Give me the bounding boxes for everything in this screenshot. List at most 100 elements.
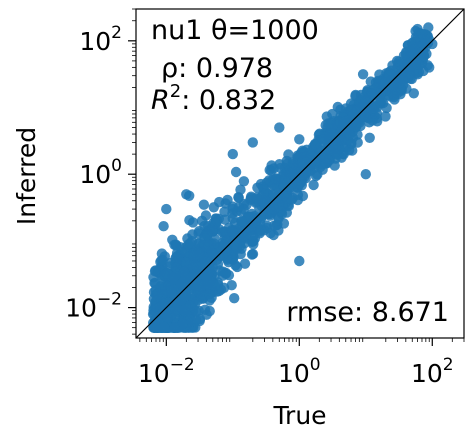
- tick-base: 10: [79, 27, 111, 56]
- r2-value: : 0.832: [181, 85, 276, 116]
- tick-exponent: 0: [310, 355, 321, 375]
- scatter-point: [273, 225, 284, 236]
- scatter-point: [202, 229, 213, 241]
- scatter-point: [274, 122, 285, 133]
- scatter-point: [219, 214, 231, 225]
- scatter-point: [296, 148, 307, 159]
- x-tick-label: 100: [278, 355, 321, 388]
- scatter-point: [408, 88, 419, 99]
- tick-base: 10: [65, 294, 97, 323]
- scatter-point: [277, 200, 288, 211]
- y-tick-label: 102: [79, 23, 122, 56]
- scatter-point: [180, 272, 191, 284]
- scatter-point: [224, 236, 236, 247]
- scatter-point: [352, 137, 363, 148]
- scatter-point: [280, 170, 292, 181]
- scatter-point: [360, 169, 371, 180]
- scatter-point: [192, 262, 203, 273]
- scatter-point: [170, 304, 182, 315]
- scatter-point: [304, 147, 315, 159]
- y-tick-label: 100: [79, 156, 122, 189]
- scatter-point: [152, 288, 164, 299]
- scatter-point: [194, 315, 205, 327]
- scatter-point: [194, 249, 205, 261]
- scatter-point: [296, 165, 307, 176]
- scatter-point: [252, 182, 263, 193]
- scatter-point: [416, 28, 428, 39]
- scatter-point: [200, 210, 212, 221]
- scatter-point: [245, 192, 257, 204]
- x-tick-label: 102: [411, 355, 454, 388]
- scatter-point: [208, 238, 220, 249]
- scatter-point: [217, 250, 228, 261]
- scatter-point: [247, 137, 258, 148]
- scatter-point: [374, 69, 385, 80]
- scatter-point: [219, 206, 230, 217]
- tick-exponent: 0: [111, 156, 122, 176]
- scatter-point: [323, 118, 334, 129]
- scatter-point: [187, 217, 199, 228]
- scatter-point: [227, 148, 238, 160]
- scatter-point: [287, 157, 298, 168]
- scatter-point: [207, 248, 218, 259]
- rho-annotation: ρ: 0.978: [161, 53, 273, 84]
- scatter-point: [313, 129, 325, 140]
- plot-frame: [135, 8, 465, 339]
- scatter-point: [360, 111, 371, 123]
- scatter-point: [380, 111, 391, 122]
- scatter-point: [156, 255, 167, 266]
- r2-annotation: R2: 0.832: [151, 81, 276, 116]
- scatter-point: [169, 322, 180, 333]
- scatter-point: [343, 145, 355, 156]
- scatter-point: [346, 105, 357, 116]
- scatter-point: [423, 22, 434, 33]
- scatter-point: [366, 88, 377, 99]
- scatter-point: [177, 318, 188, 330]
- scatter-point: [158, 321, 170, 333]
- scatter-point: [161, 203, 172, 215]
- scatter-point: [184, 238, 196, 249]
- tick-base: 10: [79, 160, 111, 189]
- scatter-point: [176, 291, 188, 302]
- scatter-point: [238, 176, 250, 187]
- scatter-point: [331, 149, 342, 160]
- scatter-point: [294, 134, 305, 145]
- scatter-point: [304, 155, 316, 166]
- model-annotation: nu1 θ=1000: [151, 15, 319, 46]
- scatter-point: [357, 69, 369, 80]
- scatter-point: [223, 270, 235, 281]
- x-axis-ticks: 10−2 100 102: [138, 338, 465, 388]
- scatter-point: [336, 124, 347, 136]
- scatter-point: [332, 101, 343, 113]
- tick-exponent: −2: [97, 290, 122, 310]
- scatter-point: [257, 210, 269, 221]
- scatter-point: [312, 137, 323, 149]
- scatter-point: [235, 248, 246, 260]
- scatter-point: [401, 47, 412, 59]
- scatter-point: [189, 279, 200, 290]
- x-axis-label: True: [272, 401, 326, 430]
- identity-line: [135, 8, 465, 339]
- scatter-point: [308, 179, 319, 191]
- tick-exponent: 2: [111, 23, 122, 43]
- x-tick-label: 10−2: [138, 355, 195, 388]
- scatter-point: [170, 262, 182, 273]
- scatter-point: [235, 234, 246, 246]
- scatter-point: [386, 82, 398, 93]
- scatter-point: [236, 215, 247, 227]
- scatter-point: [358, 92, 369, 103]
- scatter-point: [296, 180, 307, 191]
- scatter-point: [166, 286, 177, 298]
- scatter-point: [204, 289, 215, 300]
- scatter-point: [168, 272, 179, 284]
- scatter-point: [158, 306, 169, 318]
- scatter-point: [214, 265, 225, 276]
- scatter-point: [201, 309, 212, 320]
- scatter-point: [317, 164, 328, 175]
- points-layer: [147, 22, 438, 333]
- scatter-point: [254, 228, 265, 239]
- y-axis-label: Inferred: [12, 127, 41, 225]
- scatter-point: [211, 216, 223, 227]
